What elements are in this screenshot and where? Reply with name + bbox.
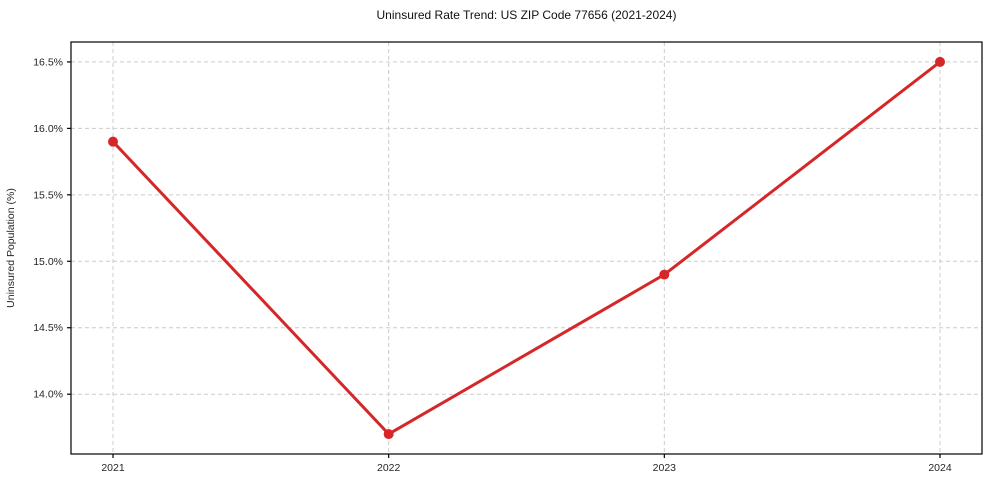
data-point xyxy=(935,56,945,67)
x-tick-label: 2024 xyxy=(928,462,952,474)
data-point xyxy=(659,269,670,280)
x-tick-label: 2022 xyxy=(377,462,401,474)
y-tick-label: 16.0% xyxy=(33,123,63,135)
x-tick-label: 2023 xyxy=(653,462,677,474)
y-tick-label: 15.0% xyxy=(33,256,63,268)
data-point xyxy=(108,136,118,147)
trend-line xyxy=(111,60,942,436)
y-tick-label: 14.5% xyxy=(33,322,63,334)
y-tick-label: 15.5% xyxy=(33,189,63,201)
data-point xyxy=(383,429,394,440)
y-tick-label: 14.0% xyxy=(33,389,63,401)
chart-title: Uninsured Rate Trend: US ZIP Code 77656 … xyxy=(376,8,677,22)
y-tick-label: 16.5% xyxy=(33,56,63,68)
x-tick-label: 2021 xyxy=(101,462,125,474)
plot-border xyxy=(70,41,983,455)
